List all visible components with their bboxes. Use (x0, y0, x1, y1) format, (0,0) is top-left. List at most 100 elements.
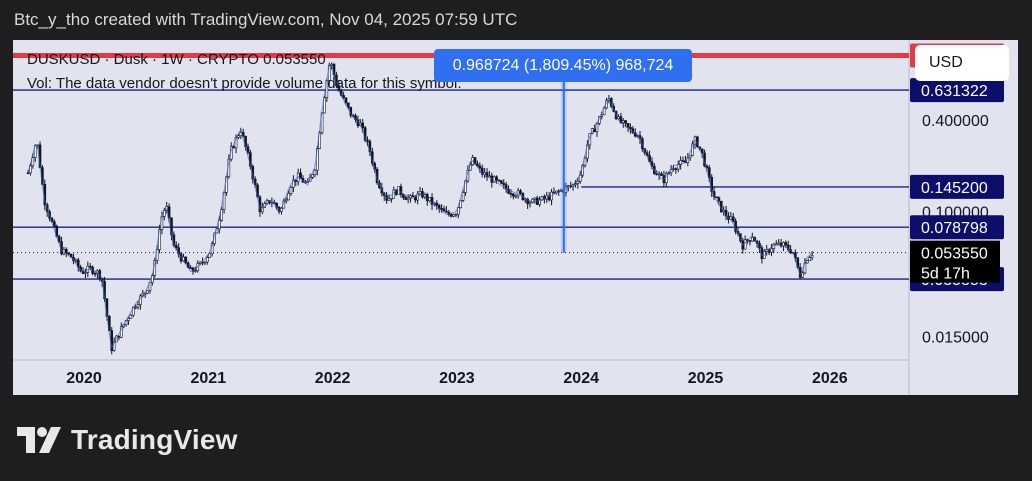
candle-up (806, 260, 809, 264)
candle-up (203, 261, 207, 264)
candle-down (624, 120, 627, 124)
candle-up (454, 214, 458, 216)
candle-down (509, 193, 513, 195)
candle-down (430, 197, 434, 205)
candle-down (519, 190, 522, 194)
candle-down (184, 256, 188, 264)
candle-up (208, 253, 212, 258)
candle-up (533, 197, 537, 200)
candle-up (287, 193, 290, 201)
candle-up (751, 237, 754, 242)
candle-down (512, 193, 515, 197)
tradingview-logo: TradingView (17, 424, 238, 456)
candle-down (626, 122, 630, 128)
candle-up (461, 192, 465, 201)
candle-up (576, 181, 580, 184)
candle-up (528, 202, 532, 205)
x-tick-label: 2026 (812, 370, 848, 387)
candle-up (74, 259, 78, 262)
candle-up (409, 195, 412, 199)
chart-attribution: Btc_y_tho created with TradingView.com, … (14, 10, 518, 29)
candle-up (459, 200, 463, 208)
candle-down (708, 167, 711, 178)
candle-down (784, 242, 788, 246)
candle-up (289, 187, 293, 194)
candle-down (88, 265, 92, 268)
candle-up (777, 242, 780, 245)
candle-down (442, 208, 446, 212)
candle-down (246, 146, 250, 153)
tradingview-logo-icon (17, 427, 61, 453)
candle-down (715, 196, 718, 199)
candle-down (445, 210, 448, 213)
candle-up (136, 304, 140, 308)
candle-up (387, 198, 391, 201)
candle-down (674, 168, 678, 170)
candle-up (390, 197, 393, 200)
candle-up (146, 290, 149, 294)
candle-down (174, 245, 178, 248)
x-tick-label: 2023 (439, 370, 475, 387)
candle-up (679, 160, 682, 165)
candle-up (808, 257, 812, 261)
candle-down (167, 206, 171, 219)
price-level-label: 0.078798 (921, 220, 988, 237)
candle-up (672, 168, 675, 170)
candle-down (189, 267, 192, 269)
candle-up (220, 209, 223, 221)
price-line (27, 64, 813, 350)
price-label-bg (910, 174, 1004, 199)
y-tick-label: 0.015000 (922, 329, 989, 346)
measure-tooltip: 0.968724 (1,809.45%) 968,724 (434, 49, 692, 82)
candle-down (500, 180, 503, 184)
candle-up (801, 272, 804, 278)
candle-down (629, 126, 632, 130)
chart-panel[interactable]: 0.400000 0.100000 0.015000 2020 2021 2022 2023… (13, 40, 1018, 395)
candle-down (497, 179, 501, 182)
price-level-label: 0.631322 (921, 83, 988, 100)
candle-up (416, 193, 419, 201)
candle-down (361, 122, 365, 128)
candle-down (53, 221, 56, 227)
candle-up (538, 199, 541, 205)
x-tick-label: 2025 (688, 370, 724, 387)
currency-selector[interactable]: USD (915, 45, 1009, 81)
symbol-legend: DUSKUSD · Dusk · 1W · CRYPTO 0.053550 (27, 51, 326, 68)
volume-note: Vol: The data vendor doesn't provide vol… (27, 75, 462, 92)
candle-down (404, 197, 408, 200)
bar-countdown-label: 5d 17h (921, 266, 970, 283)
candle-down (485, 172, 489, 178)
candle-down (26, 172, 30, 175)
last-price-label: 0.053550 (921, 246, 988, 263)
candle-up (129, 314, 133, 319)
candle-down (342, 95, 345, 99)
candle-down (344, 97, 348, 104)
candle-up (217, 219, 221, 230)
candle-up (564, 186, 568, 193)
candle-down (507, 188, 510, 194)
candle-up (284, 199, 288, 202)
candle-down (93, 272, 97, 275)
candle-down (399, 186, 403, 195)
candle-down (347, 102, 350, 108)
candle-down (779, 242, 783, 247)
price-level-label: 0.145200 (921, 180, 988, 197)
candle-down (552, 191, 556, 194)
candle-up (688, 154, 692, 159)
x-tick-label: 2022 (315, 370, 351, 387)
candle-down (495, 176, 498, 181)
candle-down (65, 249, 68, 254)
candle-up (194, 270, 197, 272)
candle-up (770, 248, 773, 253)
x-tick-label: 2020 (66, 370, 102, 387)
candle-down (440, 208, 443, 210)
candle-down (57, 236, 61, 242)
candle-up (621, 120, 625, 123)
candle-up (810, 255, 814, 258)
candle-down (411, 195, 415, 198)
x-tick-label: 2024 (563, 370, 599, 387)
candle-up (743, 239, 747, 250)
logo-wordmark: TradingView (71, 424, 238, 455)
last-price-label-bg (910, 240, 1000, 283)
